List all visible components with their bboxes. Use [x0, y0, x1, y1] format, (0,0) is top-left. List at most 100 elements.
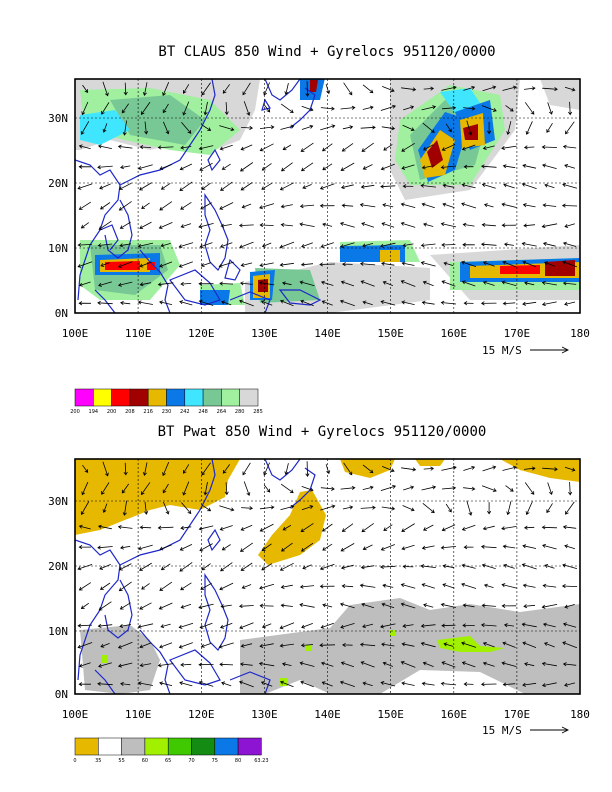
wind-arrow	[102, 503, 108, 513]
wind-arrow	[100, 262, 110, 267]
wind-arrow	[137, 623, 154, 629]
colorbar-label: 65	[165, 758, 171, 764]
wind-arrow	[99, 564, 111, 570]
wind-arrow	[362, 164, 373, 170]
wind-arrow	[421, 681, 435, 686]
wind-arrow	[139, 282, 152, 287]
wind-arrow	[562, 144, 577, 149]
wind-arrow	[301, 505, 314, 511]
wind-arrow	[142, 82, 148, 96]
wind-arrow	[564, 301, 576, 306]
wind-arrow	[401, 544, 415, 551]
wind-arrow	[568, 481, 573, 496]
wind-arrow	[78, 281, 91, 287]
wind-arrow	[564, 223, 575, 228]
wind-arrow	[322, 163, 333, 171]
wind-arrow	[200, 202, 212, 210]
wind-arrow	[259, 143, 274, 152]
wind-arrow	[401, 642, 415, 647]
wind-arrow	[157, 145, 174, 150]
wind-arrow	[380, 163, 395, 171]
wind-arrow	[117, 144, 133, 149]
wind-arrow	[319, 643, 336, 648]
wind-arrow	[487, 121, 492, 135]
wind-arrow	[423, 144, 434, 151]
wind-arrow	[362, 300, 373, 306]
wind-arrow	[401, 142, 415, 152]
x-tick-label: 100E	[62, 708, 89, 721]
wind-arrow	[481, 603, 496, 608]
wind-arrow	[463, 106, 476, 111]
wind-arrow	[221, 681, 232, 687]
wind-arrow	[359, 583, 376, 588]
wind-arrow	[281, 162, 293, 172]
wind-arrow	[339, 299, 355, 307]
wind-arrow	[541, 682, 557, 688]
wind-arrow	[100, 643, 110, 648]
wind-arrow	[300, 523, 314, 532]
wind-arrow	[179, 163, 193, 171]
wind-arrow	[219, 505, 235, 512]
wind-arrow	[402, 184, 414, 189]
wind-arrow	[462, 623, 475, 628]
wind-vectors	[77, 81, 578, 307]
wind-arrow	[522, 260, 537, 268]
wind-arrow	[144, 121, 149, 135]
wind-arrow	[402, 243, 414, 248]
pwat-panel: BT Pwat 850 Wind + Gyrelocs 951120/0000	[48, 424, 590, 764]
wind-arrow	[198, 281, 214, 286]
y-tick-label: 20N	[48, 177, 68, 190]
wind-arrow	[77, 242, 93, 248]
wind-arrow	[523, 145, 535, 150]
wind-arrow	[80, 222, 90, 229]
wind-arrow	[401, 300, 415, 305]
wind-arrow	[339, 221, 355, 228]
wind-arrow	[300, 643, 314, 648]
wind-arrow	[179, 300, 193, 306]
wind-arrow	[466, 120, 473, 136]
wind-arrow	[279, 241, 295, 249]
colorbar-label: 200	[107, 409, 117, 415]
wind-arrow	[144, 501, 149, 515]
coastlines	[75, 79, 322, 313]
wind-arrow	[159, 642, 173, 649]
wind-arrow	[305, 461, 310, 477]
wind-arrow	[503, 183, 515, 189]
wind-arrow	[524, 86, 536, 91]
wind-arrow	[203, 101, 208, 116]
wind-arrow	[258, 661, 275, 667]
wind-arrow	[98, 601, 112, 611]
colorbar-label: 70	[188, 758, 194, 764]
wind-arrow	[179, 681, 193, 687]
wind-arrow	[139, 145, 152, 150]
wind-arrow	[340, 184, 354, 190]
wind-arrow	[119, 602, 131, 610]
wind-vectors	[77, 461, 578, 688]
wind-arrow	[441, 661, 456, 668]
wind-arrow	[421, 485, 437, 491]
wind-arrow	[241, 203, 252, 209]
wind-arrow	[159, 164, 172, 170]
wind-arrow	[180, 145, 192, 150]
wind-arrow	[401, 681, 415, 686]
wind-arrow	[80, 602, 90, 609]
wind-arrow	[120, 545, 131, 550]
wind-arrow	[463, 486, 476, 491]
wind-arrow	[139, 261, 152, 268]
wind-arrow	[482, 85, 497, 92]
wind-arrow	[382, 86, 395, 93]
wind-arrow	[342, 262, 353, 267]
wind-arrow	[222, 84, 231, 94]
wind-arrow	[259, 223, 274, 228]
wind-arrow	[440, 300, 457, 305]
wind-arrow	[400, 280, 416, 287]
wind-arrow	[461, 183, 476, 189]
wind-arrow	[503, 563, 515, 569]
wind-arrow	[201, 82, 211, 96]
wind-arrow	[380, 681, 396, 687]
wind-arrow	[562, 183, 578, 189]
wind-arrow	[238, 223, 254, 228]
wind-arrow	[423, 222, 434, 227]
wind-arrow	[461, 641, 477, 648]
colorbar-swatch	[144, 737, 169, 756]
